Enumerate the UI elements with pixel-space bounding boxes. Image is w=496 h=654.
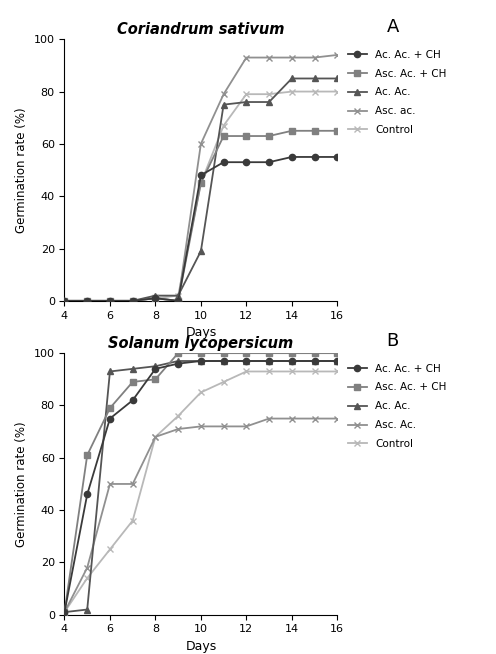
Title: Coriandrum sativum: Coriandrum sativum xyxy=(117,22,285,37)
Title: Solanum lycopersicum: Solanum lycopersicum xyxy=(108,336,294,351)
X-axis label: Days: Days xyxy=(185,326,217,339)
Legend: Ac. Ac. + CH, Asc. Ac. + CH, Ac. Ac., Asc. ac., Control: Ac. Ac. + CH, Asc. Ac. + CH, Ac. Ac., As… xyxy=(348,50,446,135)
Text: B: B xyxy=(386,332,399,351)
Y-axis label: Germination rate (%): Germination rate (%) xyxy=(15,421,28,547)
X-axis label: Days: Days xyxy=(185,640,217,653)
Text: A: A xyxy=(386,18,399,37)
Y-axis label: Germination rate (%): Germination rate (%) xyxy=(15,107,28,233)
Legend: Ac. Ac. + CH, Asc. Ac. + CH, Ac. Ac., Asc. Ac., Control: Ac. Ac. + CH, Asc. Ac. + CH, Ac. Ac., As… xyxy=(348,364,446,449)
